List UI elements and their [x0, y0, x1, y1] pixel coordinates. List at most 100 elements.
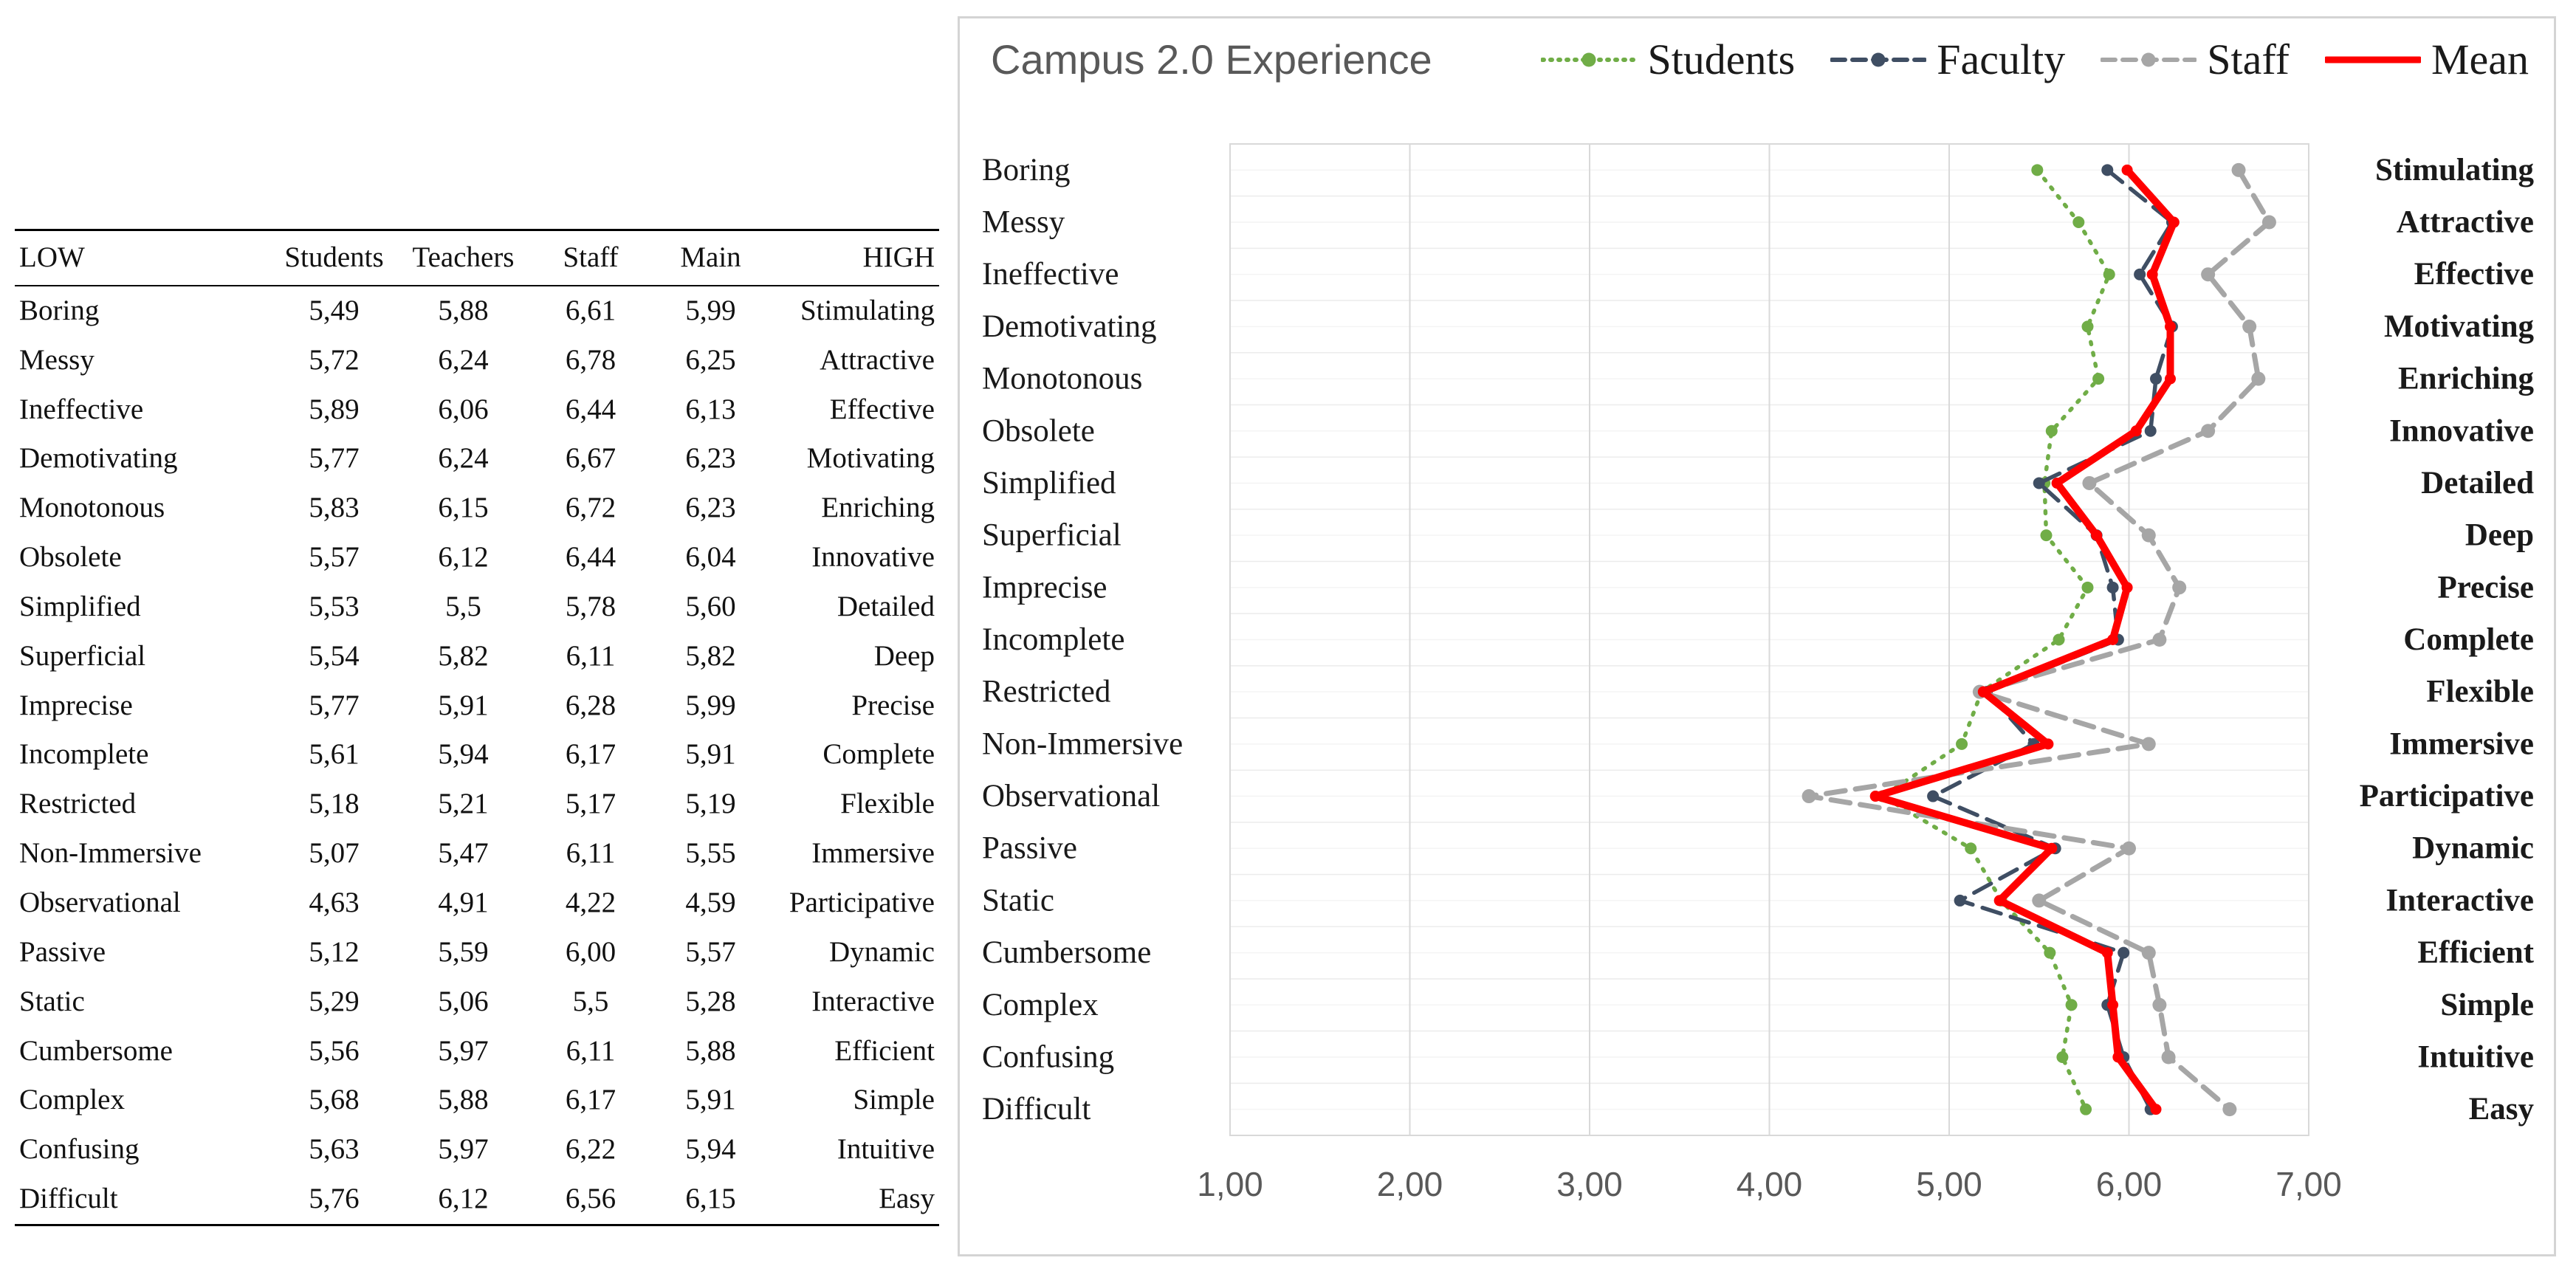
table-row: Simplified 5,53 5,5 5,78 5,60 Detailed	[15, 582, 939, 632]
x-tick-label: 5,00	[1916, 1165, 1982, 1203]
table-cell: 5,59	[438, 935, 489, 968]
data-point-marker	[2081, 320, 2094, 333]
table-row: Cumbersome 5,56 5,97 6,11 5,88 Efficient	[15, 1027, 939, 1076]
data-point-marker	[2056, 1050, 2069, 1063]
table-cell: 5,49	[309, 294, 360, 326]
x-tick-label: 2,00	[1377, 1165, 1443, 1203]
table-cell: 5,94	[685, 1133, 736, 1166]
data-point-marker	[2261, 215, 2276, 230]
x-tick-label: 3,00	[1556, 1165, 1623, 1203]
table-cell: 5,68	[309, 1084, 360, 1116]
table-cell: 6,23	[685, 442, 736, 475]
data-point-marker	[2141, 528, 2156, 543]
table-row: Restricted 5,18 5,21 5,17 5,19 Flexible	[15, 780, 939, 829]
table-cell: 6,22	[565, 1133, 616, 1166]
table-row: Imprecise 5,77 5,91 6,28 5,99 Precise	[15, 681, 939, 731]
table-header-cell: HIGH	[862, 241, 935, 273]
data-point-marker	[2130, 425, 2142, 437]
table-cell: Simple	[853, 1084, 935, 1116]
data-point-marker	[1802, 789, 1816, 804]
table-row: Confusing 5,63 5,97 6,22 5,94 Intuitive	[15, 1125, 939, 1175]
table-cell: Imprecise	[19, 689, 133, 721]
category-label-left: Imprecise	[982, 570, 1107, 605]
chart-legend: Students Faculty Staff Mean	[1541, 35, 2529, 84]
category-label-left: Confusing	[982, 1039, 1114, 1074]
table-cell: Boring	[19, 294, 100, 326]
table-cell: 5,60	[685, 590, 736, 622]
category-label-right: Enriching	[2398, 362, 2534, 396]
table-cell: Enriching	[821, 492, 935, 524]
data-point-marker	[1954, 894, 1966, 907]
table-cell: 5,29	[309, 985, 360, 1017]
data-point-marker	[2172, 580, 2187, 595]
table-cell: 5,5	[445, 590, 481, 622]
table-body: Boring 5,49 5,88 6,61 5,99 Stimulating Messy 5,…	[15, 286, 939, 1225]
table-header-cell: Staff	[563, 241, 619, 273]
category-labels-right: Stimulating Attractive Effective Motivating…	[2360, 153, 2535, 1127]
data-point-marker	[1927, 790, 1940, 802]
table-cell: 5,54	[309, 639, 360, 672]
series-markers-mean	[1869, 164, 2180, 1115]
table-row: Messy 5,72 6,24 6,78 6,25 Attractive	[15, 336, 939, 385]
data-point-marker	[2107, 999, 2119, 1011]
category-label-left: Messy	[982, 205, 1065, 240]
data-point-marker	[2044, 946, 2056, 959]
category-label-right: Innovative	[2389, 413, 2534, 448]
legend-swatch-mean	[2324, 56, 2421, 63]
table-cell: Dynamic	[829, 935, 935, 968]
table-row: Ineffective 5,89 6,06 6,44 6,13 Effective	[15, 385, 939, 435]
table-cell: Deep	[873, 639, 935, 672]
data-point-marker	[2065, 999, 2078, 1011]
x-tick-label: 4,00	[1737, 1165, 1803, 1203]
category-label-left: Obsolete	[982, 413, 1095, 448]
table-cell: 5,17	[565, 788, 616, 820]
data-point-marker	[2033, 477, 2045, 489]
table-cell: 5,91	[685, 1084, 736, 1116]
table-row: Superficial 5,54 5,82 6,11 5,82 Deep	[15, 632, 939, 681]
data-point-marker	[2144, 424, 2157, 437]
data-point-marker	[2046, 842, 2058, 854]
table-cell: 5,97	[438, 1034, 489, 1067]
data-point-marker	[2242, 319, 2257, 334]
table-cell: Difficult	[19, 1183, 118, 1215]
semantic-differential-table-wrap: LOW Students Teachers Staff Main HIGH Boring 5…	[15, 229, 939, 1226]
table-cell: 6,06	[438, 393, 489, 425]
table-cell: 6,61	[565, 294, 616, 326]
table-cell: Passive	[19, 935, 106, 968]
table-cell: Static	[19, 985, 85, 1017]
table-row: Passive 5,12 5,59 6,00 5,57 Dynamic	[15, 928, 939, 977]
table-cell: 5,61	[309, 738, 360, 771]
table-cell: 5,91	[438, 689, 489, 721]
table-cell: Stimulating	[800, 294, 935, 326]
series-markers-staff	[1802, 162, 2276, 1117]
table-cell: 5,56	[309, 1034, 360, 1067]
category-label-left: Simplified	[982, 466, 1116, 501]
table-cell: 5,99	[685, 294, 736, 326]
table-cell: 6,15	[438, 492, 489, 524]
table-cell: Effective	[829, 393, 935, 425]
data-point-marker	[2103, 268, 2115, 281]
table-row: Incomplete 5,61 5,94 6,17 5,91 Complete	[15, 730, 939, 780]
legend-swatch-faculty	[1830, 52, 1927, 66]
table-cell: 5,88	[438, 1084, 489, 1116]
table-cell: Restricted	[19, 788, 137, 820]
category-label-left: Demotivating	[982, 309, 1156, 344]
table-row: Obsolete 5,57 6,12 6,44 6,04 Innovative	[15, 533, 939, 582]
table-cell: 6,25	[685, 343, 736, 376]
x-tick-label: 1,00	[1197, 1165, 1263, 1203]
x-axis-labels: 1,00 2,00 3,00 4,00 5,00 6,00 7,00	[1197, 1165, 2342, 1203]
data-point-marker	[2150, 1104, 2162, 1115]
table-cell: 6,44	[565, 393, 616, 425]
data-point-marker	[2165, 320, 2177, 332]
data-point-marker	[2201, 267, 2216, 282]
table-cell: 6,12	[438, 541, 489, 574]
data-point-marker	[2165, 373, 2177, 385]
data-point-marker	[2112, 1051, 2124, 1063]
category-label-right: Detailed	[2421, 466, 2534, 501]
category-label-right: Complete	[2403, 622, 2534, 657]
data-point-marker	[2231, 162, 2246, 177]
table-row: Difficult 5,76 6,12 6,56 6,15 Easy	[15, 1175, 939, 1225]
table-cell: 6,17	[565, 1084, 616, 1116]
category-label-right: Effective	[2414, 257, 2534, 292]
table-cell: 4,59	[685, 886, 736, 918]
